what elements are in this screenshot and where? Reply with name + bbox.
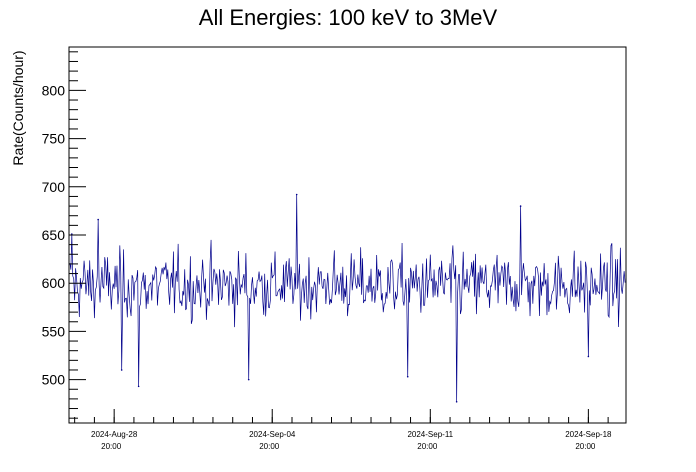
x-tick-time-label: 20:00 — [575, 442, 596, 451]
notable-data-point — [247, 378, 250, 381]
y-axis-label: Rate(Counts/hour) — [10, 50, 26, 165]
x-tick-date-label: 2024-Sep-18 — [565, 430, 612, 439]
notable-data-point — [455, 400, 458, 403]
y-tick-label: 550 — [42, 323, 66, 339]
y-tick-label: 650 — [42, 227, 66, 243]
notable-data-point — [519, 205, 522, 207]
notable-data-point — [406, 375, 409, 378]
y-tick-label: 700 — [42, 179, 66, 195]
notable-data-point — [587, 355, 590, 358]
x-tick-time-label: 20:00 — [101, 442, 122, 451]
x-tick-date-label: 2024-Aug-28 — [91, 430, 138, 439]
notable-data-point — [97, 218, 99, 221]
notable-data-point — [295, 193, 298, 196]
y-tick-label: 600 — [42, 275, 66, 291]
plot-frame — [68, 46, 627, 424]
x-tick-time-label: 20:00 — [417, 442, 438, 451]
y-tick-label: 800 — [42, 82, 66, 98]
series-line — [69, 194, 626, 402]
x-tick-date-label: 2024-Sep-11 — [407, 430, 453, 439]
y-tick-label: 500 — [42, 372, 66, 388]
chart-title: All Energies: 100 keV to 3MeV — [199, 5, 498, 30]
notable-data-point — [120, 369, 123, 371]
y-tick-label: 750 — [42, 131, 66, 147]
notable-data-point — [137, 385, 140, 388]
x-tick-time-label: 20:00 — [259, 442, 280, 451]
notable-data-point — [71, 233, 73, 235]
y-axis: 500 550 600 650 700 750 800 — [42, 51, 86, 419]
data-layer — [69, 193, 626, 403]
x-tick-date-label: 2024-Sep-04 — [249, 430, 296, 439]
x-axis: 2024-Aug-28 20:00 2024-Sep-04 20:00 2024-Sep… — [74, 409, 612, 451]
